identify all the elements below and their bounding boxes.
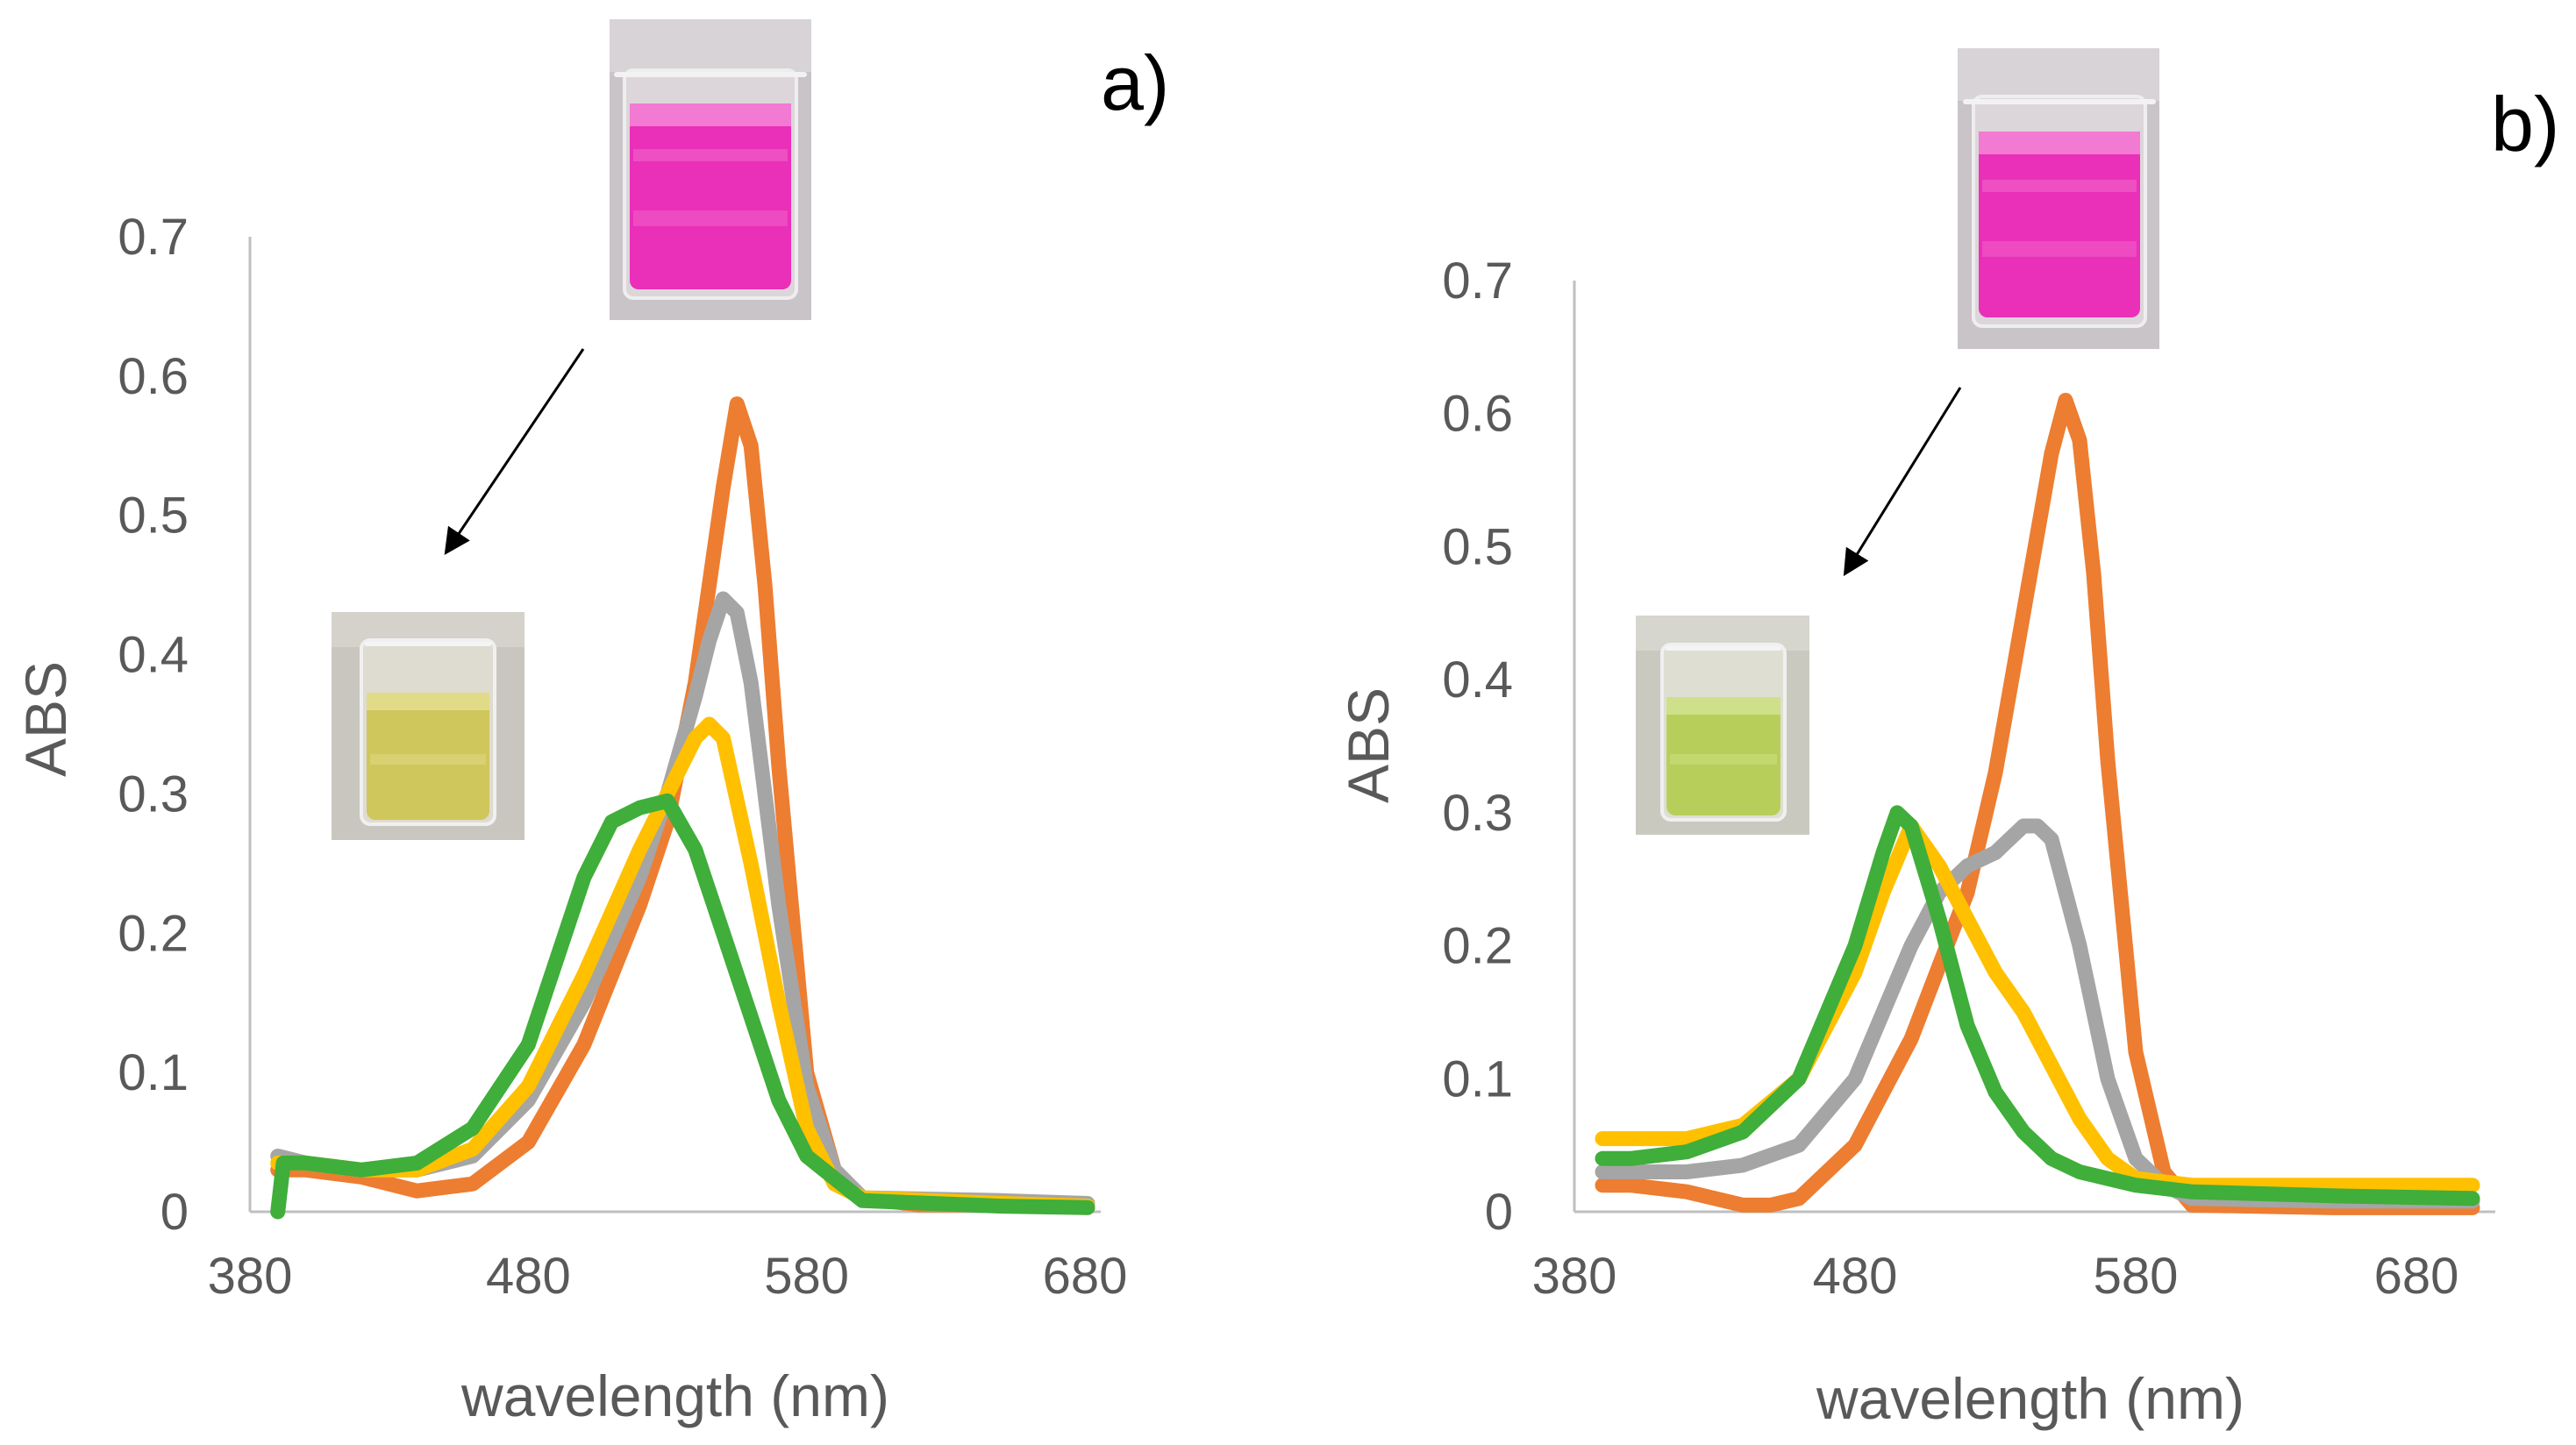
series-line-green (270, 793, 1095, 1220)
arrow (1843, 387, 1962, 577)
y-tick-label: 0.4 (1442, 651, 1513, 708)
x-axis-label: wavelength (nm) (460, 1363, 889, 1428)
y-tick-label: 0.1 (118, 1044, 189, 1101)
x-axis-label: wavelength (nm) (1816, 1366, 2244, 1431)
beaker-pink-icon (1958, 48, 2159, 349)
y-tick-label: 0.5 (118, 488, 189, 545)
y-tick-label: 0 (161, 1184, 189, 1241)
beaker-yellow-icon (332, 612, 524, 840)
y-tick-label: 0.2 (1442, 918, 1513, 975)
x-tick-label: 480 (1813, 1248, 1898, 1305)
y-tick-label: 0.5 (1442, 518, 1513, 575)
chart-panel-b: 0 0.1 0.2 0.3 0.4 0.5 0.6 0.7 380 480 580 680 wave… (1336, 48, 2559, 1431)
x-tick-label: 480 (486, 1248, 571, 1305)
y-tick-label: 0 (1485, 1184, 1513, 1241)
y-axis-label: ABS (1336, 687, 1401, 803)
x-tick-label: 580 (764, 1248, 849, 1305)
series-line-green (1595, 805, 2480, 1207)
y-tick-label: 0.6 (1442, 386, 1513, 443)
y-tick-label: 0.3 (1442, 785, 1513, 842)
y-tick-label: 0.6 (118, 348, 189, 405)
chart-panel-a: 0 0.1 0.2 0.3 0.4 0.5 0.6 0.7 380 480 580 680 wave… (13, 19, 1169, 1428)
y-tick-label: 0.1 (1442, 1050, 1513, 1107)
y-tick-label: 0.7 (118, 209, 189, 266)
panel-label: b) (2491, 81, 2559, 167)
y-tick-label: 0.4 (118, 627, 189, 684)
x-tick-label: 680 (1043, 1248, 1128, 1305)
x-tick-label: 680 (2374, 1248, 2459, 1305)
x-tick-label: 380 (208, 1248, 293, 1305)
y-tick-label: 0.3 (118, 765, 189, 822)
y-tick-label: 0.7 (1442, 253, 1513, 310)
series-line-orange (1595, 393, 2480, 1215)
panel-label: a) (1101, 39, 1169, 126)
y-tick-label: 0.2 (118, 905, 189, 962)
y-axis-label: ABS (13, 661, 78, 777)
x-tick-label: 380 (1532, 1248, 1617, 1305)
beaker-pink-icon (610, 19, 811, 320)
beaker-green-icon (1636, 616, 1809, 835)
x-tick-label: 580 (2094, 1248, 2179, 1305)
arrow (444, 348, 585, 555)
